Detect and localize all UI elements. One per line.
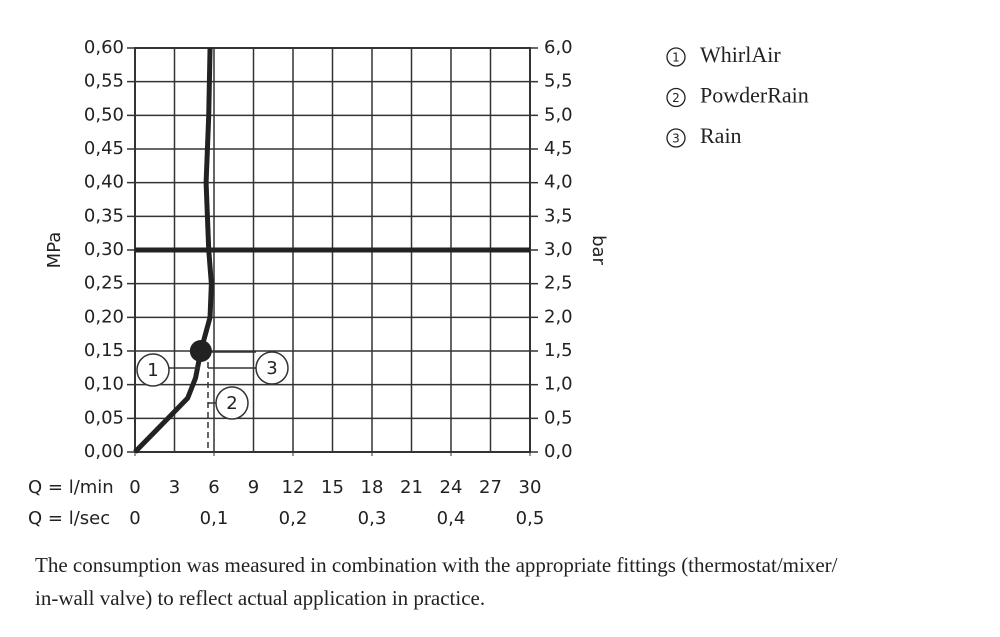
x-tick-label: 0: [129, 477, 140, 498]
y2-tick-label: 1,5: [544, 340, 573, 361]
legend-marker-circle: [666, 87, 686, 108]
y-tick-label: 0,55: [84, 71, 124, 92]
x-tick-label: 6: [208, 477, 219, 498]
x2-tick-label: 0: [129, 508, 140, 529]
y-tick-label: 0,30: [84, 239, 124, 260]
y2-tick-label: 2,5: [544, 273, 573, 294]
y-tick-label: 0,15: [84, 340, 124, 361]
y2-tick-label: 6,0: [544, 37, 573, 58]
x-tick-label: 21: [400, 477, 423, 498]
x2-tick-label: 0,4: [437, 508, 466, 529]
y-tick-label: 0,00: [84, 441, 124, 462]
y-tick-label: 0,10: [84, 374, 124, 395]
y2-tick-label: 0,0: [544, 441, 573, 462]
y-tick-label: 0,05: [84, 407, 124, 428]
y-tick-label: 0,40: [84, 172, 124, 193]
y2-tick-label: 3,5: [544, 205, 573, 226]
legend-marker: 2: [672, 91, 680, 105]
legend-marker: 1: [672, 51, 680, 65]
y-tick-label: 0,50: [84, 104, 124, 125]
y2-tick-label: 0,5: [544, 407, 573, 428]
legend-marker-circle: [666, 128, 686, 148]
operating-point: [189, 340, 212, 362]
x2-tick-label: 0,3: [358, 508, 387, 529]
annotation-label: 2: [226, 393, 237, 414]
y-axis-label: MPa: [44, 232, 65, 269]
y-tick-label: 0,35: [84, 205, 124, 226]
x2-tick-label: 0,2: [279, 508, 308, 529]
x-tick-label: 24: [440, 477, 463, 498]
x-tick-label: 9: [248, 477, 259, 498]
x-tick-label: 18: [361, 477, 384, 498]
annotation-circle: [136, 353, 170, 387]
y-tick-label: 0,25: [84, 273, 124, 294]
y2-tick-label: 1,0: [544, 374, 573, 395]
y-tick-label: 0,45: [84, 138, 124, 159]
x2-axis-label: Q = l/sec: [28, 508, 110, 529]
x2-tick-label: 0,5: [516, 508, 545, 529]
legend-label: Rain: [700, 123, 742, 148]
annotation-label: 1: [147, 360, 158, 381]
legend-marker: 3: [672, 132, 680, 146]
annotation-circle: [255, 351, 289, 385]
note-line: The consumption was measured in combinat…: [35, 553, 838, 577]
annotation-label: 3: [266, 358, 277, 379]
legend-label: WhirlAir: [700, 42, 781, 67]
y-tick-label: 0,20: [84, 306, 124, 327]
y2-tick-label: 3,0: [544, 239, 573, 260]
flow-curve: [133, 47, 214, 454]
x-axis-label: Q = l/min: [28, 477, 114, 498]
y-tick-label: 0,60: [84, 37, 124, 58]
y2-tick-label: 5,0: [544, 104, 573, 125]
annotation-circle: [215, 386, 249, 420]
y2-tick-label: 4,5: [544, 138, 573, 159]
y2-tick-label: 4,0: [544, 172, 573, 193]
x2-tick-label: 0,1: [200, 508, 229, 529]
note-line: in-wall valve) to reflect actual applica…: [35, 586, 485, 610]
x-tick-label: 15: [321, 477, 344, 498]
y2-tick-label: 2,0: [544, 306, 573, 327]
x-tick-label: 27: [479, 477, 502, 498]
legend-marker-circle: [666, 47, 686, 67]
x-tick-label: 12: [282, 477, 305, 498]
x-tick-label: 30: [519, 477, 542, 498]
y2-axis-label: bar: [588, 235, 609, 265]
x-tick-label: 3: [169, 477, 180, 498]
y2-tick-label: 5,5: [544, 71, 573, 92]
legend-label: PowderRain: [700, 83, 809, 108]
